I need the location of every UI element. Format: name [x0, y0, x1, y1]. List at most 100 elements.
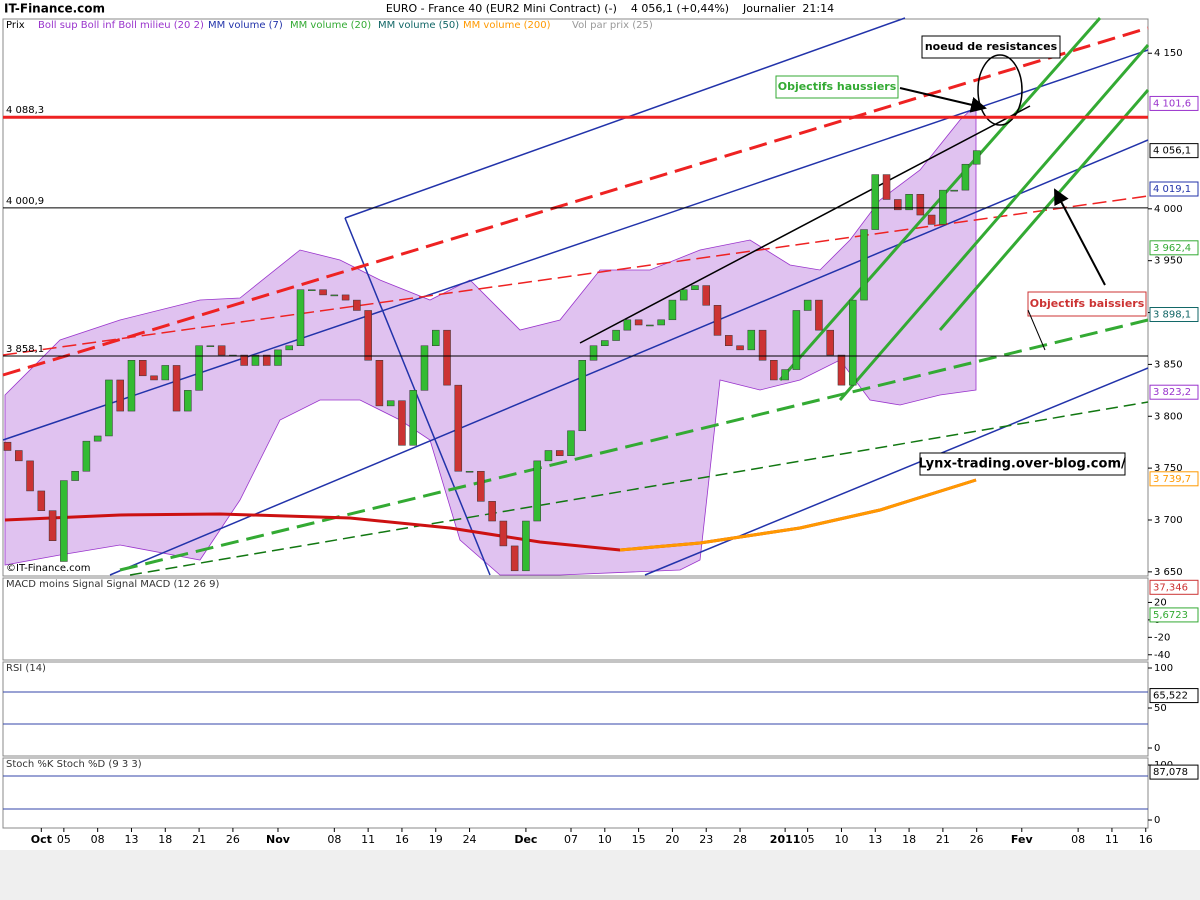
overlays [2, 17, 1150, 576]
legend-entry: MM volume (7) [208, 20, 283, 31]
x-tick-label: 19 [429, 833, 443, 846]
x-tick-label: Dec [514, 833, 537, 846]
candle [702, 285, 710, 306]
price-frame [2, 18, 1149, 577]
candle [37, 490, 46, 511]
panel-title: Stoch %K Stoch %D (9 3 3) [6, 759, 142, 770]
candle [747, 329, 756, 351]
arrow [1054, 188, 1106, 286]
candle [758, 329, 767, 361]
legend-entry: Boll sup Boll inf Boll milieu (20 2) [38, 20, 204, 31]
x-tick-label: 07 [564, 833, 578, 846]
arrow [1027, 309, 1046, 351]
candle [465, 470, 474, 473]
candle [341, 294, 350, 301]
legend-entry: MM volume (200) [463, 20, 551, 31]
x-tick-label: 15 [632, 833, 646, 846]
panel-title: RSI (14) [6, 663, 46, 674]
candle [172, 365, 181, 412]
candle [15, 450, 23, 462]
candle [916, 194, 925, 216]
candle [364, 310, 372, 361]
x-tick-label: Oct [31, 833, 52, 846]
candle [927, 214, 936, 225]
candle [432, 329, 440, 346]
candle [848, 299, 857, 386]
candle [251, 354, 260, 366]
x-tick-label: 20 [665, 833, 679, 846]
candle [634, 319, 643, 326]
candle [93, 435, 102, 442]
x-tick-label: 05 [57, 833, 71, 846]
x-tick-label: 08 [1071, 833, 1085, 846]
x-tick-label: 23 [699, 833, 713, 846]
candle [668, 299, 677, 321]
candle [353, 299, 361, 311]
annotation-box [1027, 291, 1147, 317]
chart-header: EURO - France 40 (EUR2 Mini Contract) (-… [386, 2, 834, 15]
x-tick-label: 10 [598, 833, 612, 846]
rsi-frame [2, 661, 1149, 757]
panel-title: Prix [6, 20, 25, 31]
bollinger-band [4, 104, 977, 576]
y-tick-label: 3 950 [1154, 256, 1183, 267]
candle [950, 189, 958, 192]
trend-line [2, 49, 1149, 441]
value-badge-label: 37,346 [1153, 582, 1188, 593]
x-tick-label: 21 [192, 833, 206, 846]
trend-line [344, 217, 491, 576]
y-tick-label: -40 [1154, 650, 1170, 661]
candle [837, 354, 846, 386]
candle [161, 365, 170, 381]
panel-frames [2, 18, 1149, 829]
trend-line [2, 195, 1149, 356]
y-tick-label: 4 000 [1154, 204, 1183, 215]
annotation-ellipse [977, 54, 1023, 126]
value-badge-label: 87,078 [1153, 767, 1188, 778]
candle [533, 460, 541, 522]
x-tick-label: 26 [970, 833, 984, 846]
candle [184, 390, 192, 412]
candle [386, 400, 395, 407]
level-label: 4 088,3 [6, 105, 44, 116]
candle [206, 345, 215, 347]
candle [522, 520, 530, 572]
candle [725, 335, 733, 346]
trend-line [938, 89, 1150, 331]
y-tick-label: 20 [1154, 597, 1167, 608]
y-tick-label: 4 150 [1154, 48, 1183, 59]
candle [71, 470, 79, 481]
candle [736, 345, 744, 351]
level-label: 3 858,1 [6, 344, 44, 355]
candle [296, 289, 305, 346]
candle [26, 460, 34, 492]
value-badge-label: 3 962,4 [1153, 243, 1191, 254]
candle [105, 379, 113, 437]
x-tick-label: 24 [463, 833, 477, 846]
candle [285, 345, 293, 351]
candle [262, 354, 271, 366]
annotation: Objectifs haussiers [778, 80, 897, 93]
value-badge [1149, 307, 1199, 323]
trend-line [644, 367, 1149, 576]
candle [939, 189, 947, 225]
candle [646, 324, 654, 327]
candle [308, 289, 316, 291]
candle [443, 329, 451, 386]
value-badge [1149, 181, 1199, 197]
candle [454, 384, 463, 472]
y-tick-label: 3 750 [1154, 463, 1183, 474]
candle [375, 360, 384, 407]
x-tick-label: 21 [936, 833, 950, 846]
candle [679, 289, 688, 301]
x-tick-label: 28 [733, 833, 747, 846]
value-badge [1149, 764, 1199, 780]
annotation: Lynx-trading.over-blog.com/ [918, 457, 1126, 472]
y-tick-label: 50 [1154, 703, 1167, 714]
x-tick-label: 26 [226, 833, 240, 846]
y-tick-label: 3 700 [1154, 515, 1183, 526]
candle [274, 349, 282, 366]
level-label: 4 000,9 [6, 196, 44, 207]
annotation: noeud de resistances [925, 40, 1058, 53]
